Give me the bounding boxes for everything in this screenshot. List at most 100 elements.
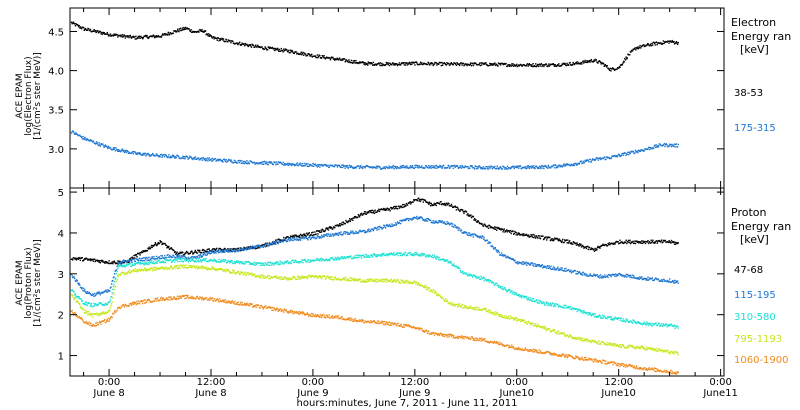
data-point	[637, 240, 639, 243]
data-point	[328, 258, 330, 261]
data-point	[435, 164, 437, 167]
data-point	[174, 30, 176, 32]
data-point	[99, 144, 101, 146]
data-point	[142, 250, 144, 252]
data-point	[604, 64, 607, 66]
data-point	[270, 262, 272, 264]
data-point	[543, 65, 545, 68]
data-point	[550, 265, 552, 267]
data-point	[447, 204, 449, 206]
data-point	[373, 64, 376, 66]
data-point	[97, 144, 100, 147]
data-point	[582, 271, 585, 274]
data-point	[470, 62, 472, 64]
data-point	[634, 321, 637, 323]
data-point	[100, 302, 103, 305]
data-point	[606, 275, 608, 278]
data-point	[567, 242, 570, 244]
data-point	[99, 312, 101, 315]
data-point	[309, 55, 311, 57]
data-point	[182, 155, 184, 158]
data-point	[647, 279, 650, 281]
data-point	[595, 316, 597, 318]
data-point	[497, 167, 499, 169]
data-point	[287, 164, 290, 166]
data-point	[74, 277, 76, 280]
data-point	[181, 258, 183, 260]
data-point	[603, 156, 606, 158]
data-point	[474, 233, 476, 235]
data-point	[601, 277, 603, 279]
data-point	[294, 234, 296, 236]
data-point	[164, 261, 166, 263]
data-point	[590, 248, 592, 251]
data-point	[605, 66, 608, 68]
data-point	[84, 309, 87, 312]
data-point	[660, 323, 663, 325]
data-point	[217, 261, 220, 263]
data-point	[648, 146, 650, 149]
data-point	[122, 36, 124, 38]
data-point	[592, 61, 594, 63]
data-point	[556, 237, 558, 240]
data-point	[543, 238, 545, 240]
data-point	[549, 304, 551, 306]
data-point	[263, 264, 266, 267]
data-point	[594, 159, 596, 161]
data-point	[419, 61, 422, 63]
data-point	[168, 34, 171, 36]
data-point	[352, 167, 354, 170]
data-point	[494, 226, 496, 228]
data-point	[467, 234, 469, 236]
data-point	[301, 236, 304, 238]
data-point	[567, 306, 570, 308]
data-point	[194, 158, 196, 160]
data-point	[278, 238, 280, 240]
data-point	[347, 221, 349, 224]
data-point	[526, 63, 529, 65]
data-point	[595, 248, 597, 250]
data-point	[385, 254, 387, 256]
data-point	[650, 45, 653, 47]
data-point	[200, 30, 203, 32]
data-point	[358, 165, 360, 167]
data-point	[272, 262, 274, 265]
data-point	[227, 41, 229, 43]
data-point	[666, 144, 668, 146]
data-point	[415, 251, 417, 254]
data-point	[254, 264, 256, 266]
data-point	[530, 299, 532, 301]
data-point	[373, 210, 375, 213]
data-point	[478, 222, 480, 224]
data-point	[531, 236, 534, 238]
data-point	[277, 263, 279, 266]
data-point	[84, 136, 86, 139]
data-point	[417, 165, 419, 167]
data-point	[523, 263, 525, 265]
data-point	[499, 287, 502, 289]
data-point	[255, 247, 258, 250]
data-point	[363, 231, 366, 234]
data-point	[337, 59, 340, 61]
data-point	[419, 63, 421, 65]
data-point	[135, 253, 138, 256]
data-point	[353, 217, 355, 219]
data-point	[673, 324, 676, 326]
data-point	[636, 46, 639, 48]
data-point	[226, 249, 228, 252]
data-point	[377, 226, 379, 228]
data-point	[240, 261, 243, 263]
data-point	[569, 61, 571, 64]
data-point	[114, 150, 117, 152]
data-point	[269, 162, 271, 164]
data-point	[121, 148, 123, 150]
data-point	[497, 249, 499, 251]
data-point	[222, 249, 224, 251]
data-point	[597, 157, 599, 159]
data-point	[321, 57, 323, 59]
data-point	[542, 165, 544, 168]
data-point	[298, 261, 300, 263]
data-point	[477, 167, 479, 170]
data-point	[203, 158, 205, 161]
data-point	[505, 230, 507, 232]
